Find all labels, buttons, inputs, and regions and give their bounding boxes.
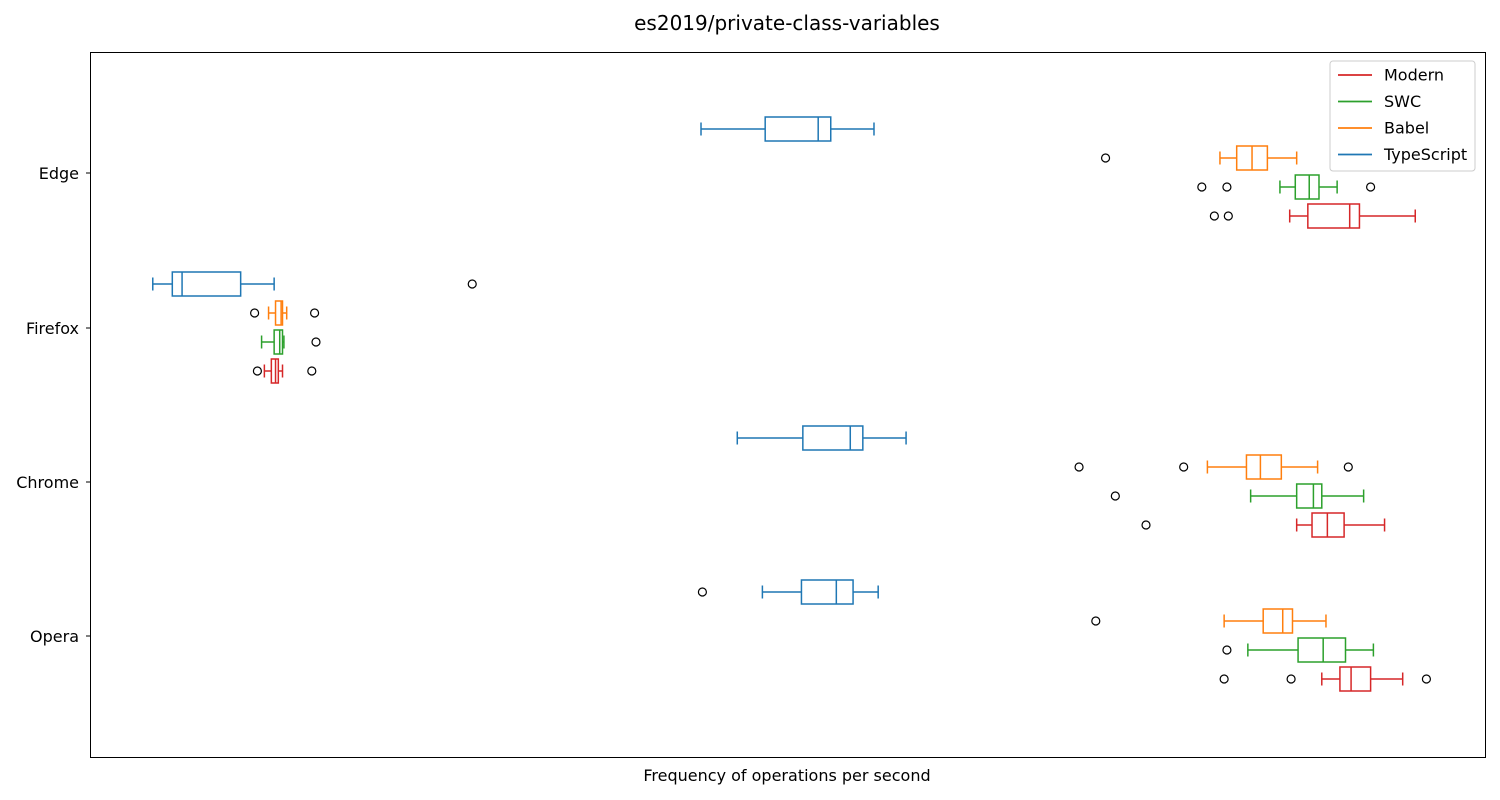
box-babel-firefox	[250, 300, 320, 326]
y-tick-label: Edge	[39, 164, 79, 183]
outlier-point	[1074, 462, 1084, 472]
outlier-point	[697, 587, 708, 597]
outlier-point	[309, 308, 320, 318]
box-typescript-edge	[700, 116, 875, 142]
box-iqr	[802, 425, 864, 451]
legend-label: SWC	[1384, 92, 1421, 111]
box-iqr	[800, 579, 854, 605]
box-iqr	[1295, 483, 1323, 509]
outlier-point	[1219, 674, 1229, 684]
legend-label: TypeScript	[1383, 145, 1467, 164]
plot-marks	[152, 116, 1432, 692]
y-tick-label: Firefox	[26, 319, 79, 338]
box-modern-chrome	[1141, 512, 1386, 538]
box-babel-chrome	[1074, 454, 1353, 480]
outlier-point	[1222, 645, 1232, 655]
box-modern-firefox	[252, 358, 317, 384]
outlier-point	[1179, 462, 1189, 472]
legend-label: Babel	[1384, 119, 1429, 138]
box-iqr	[1307, 203, 1361, 229]
plot-area	[90, 52, 1486, 758]
box-iqr	[1294, 174, 1320, 200]
outlier-point	[252, 366, 262, 376]
outlier-point	[1286, 674, 1296, 684]
outlier-point	[1209, 211, 1219, 221]
box-iqr	[1339, 666, 1372, 692]
box-iqr	[1297, 637, 1347, 663]
box-swc-firefox	[260, 329, 321, 355]
box-iqr	[273, 329, 284, 355]
outlier-point	[1421, 674, 1432, 684]
box-modern-edge	[1209, 203, 1416, 229]
outlier-point	[311, 337, 321, 347]
y-tick-label: Opera	[30, 627, 79, 646]
outlier-point	[467, 279, 477, 289]
outlier-point	[1141, 520, 1151, 530]
legend: Modern SWC Babel TypeScript	[1329, 60, 1476, 172]
outlier-point	[1223, 211, 1233, 221]
outlier-point	[1110, 491, 1120, 501]
outlier-point	[1091, 616, 1101, 626]
box-swc-edge	[1197, 174, 1376, 200]
box-swc-chrome	[1110, 483, 1365, 509]
box-typescript-firefox	[152, 271, 477, 297]
outlier-point	[1100, 153, 1111, 163]
box-typescript-chrome	[736, 425, 907, 451]
box-modern-opera	[1219, 666, 1432, 692]
legend-label: Modern	[1384, 66, 1444, 85]
box-iqr	[171, 271, 242, 297]
box-babel-edge	[1100, 145, 1298, 171]
box-iqr	[764, 116, 832, 142]
box-typescript-opera	[697, 579, 879, 605]
x-axis-label: Frequency of operations per second	[643, 766, 930, 785]
chart-title: es2019/private-class-variables	[634, 11, 940, 35]
y-tick-labels: Edge Firefox Chrome Opera	[16, 164, 90, 646]
outlier-point	[1197, 182, 1207, 192]
box-iqr	[1245, 454, 1283, 480]
legend-box	[1329, 60, 1476, 172]
box-iqr	[274, 300, 284, 326]
box-iqr	[1262, 608, 1294, 634]
box-swc-opera	[1222, 637, 1375, 663]
outlier-point	[250, 308, 260, 318]
outlier-point	[307, 366, 317, 376]
y-tick-label: Chrome	[16, 473, 79, 492]
outlier-point	[1343, 462, 1353, 472]
outlier-point	[1222, 182, 1232, 192]
box-babel-opera	[1091, 608, 1327, 634]
outlier-point	[1366, 182, 1376, 192]
